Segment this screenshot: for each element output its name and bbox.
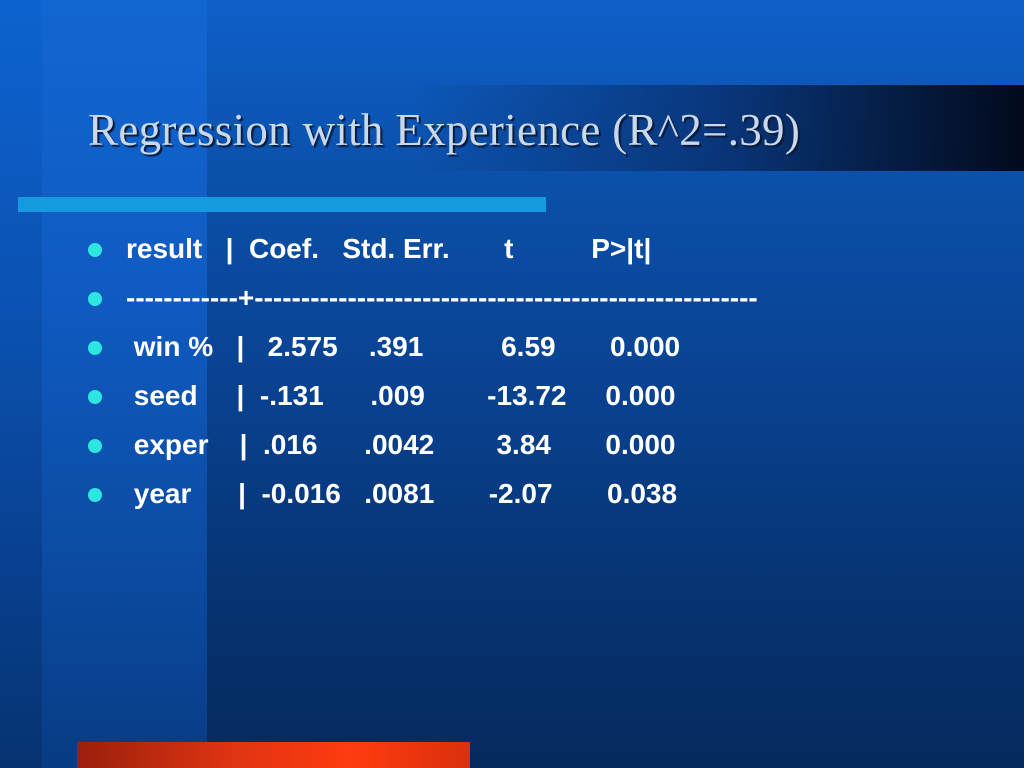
bullet-text: win % | 2.575 .391 6.59 0.000 (126, 331, 681, 362)
bullet-dot-icon (88, 488, 102, 502)
bullet-dot-icon (88, 439, 102, 453)
bullet-text: seed | -.131 .009 -13.72 0.000 (126, 380, 676, 411)
bullet-item-separator: ------------+---------------------------… (88, 275, 758, 324)
bullet-item-exper: exper | .016 .0042 3.84 0.000 (88, 422, 758, 471)
bullet-item-year: year | -0.016 .0081 -2.07 0.038 (88, 471, 758, 520)
bullet-text: exper | .016 .0042 3.84 0.000 (126, 429, 676, 460)
bullet-text: ------------+---------------------------… (126, 282, 758, 313)
bullet-dot-icon (88, 341, 102, 355)
slide-title: Regression with Experience (R^2=.39) (88, 105, 801, 155)
accent-line (18, 197, 546, 212)
bullet-dot-icon (88, 292, 102, 306)
bullet-dot-icon (88, 390, 102, 404)
bullet-text: result | Coef. Std. Err. t P>|t| (126, 233, 652, 264)
title-bar-background (0, 85, 1024, 171)
bottom-accent-bar (77, 742, 470, 768)
bullet-dot-icon (88, 243, 102, 257)
bullet-item-seed: seed | -.131 .009 -13.72 0.000 (88, 373, 758, 422)
bullet-text: year | -0.016 .0081 -2.07 0.038 (126, 478, 678, 509)
bullet-list: result | Coef. Std. Err. t P>|t| -------… (88, 226, 758, 520)
bullet-item-win-pct: win % | 2.575 .391 6.59 0.000 (88, 324, 758, 373)
bullet-item-header: result | Coef. Std. Err. t P>|t| (88, 226, 758, 275)
